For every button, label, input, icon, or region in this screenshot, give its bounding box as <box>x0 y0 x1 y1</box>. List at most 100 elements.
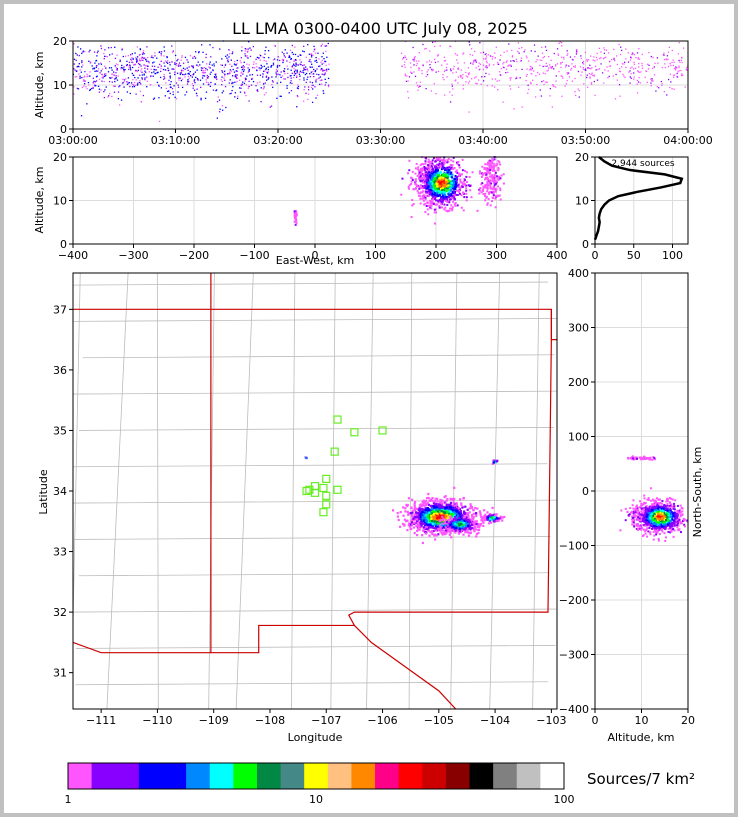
time-height-source <box>625 48 627 50</box>
ew-height-source <box>491 158 494 161</box>
time-height-source <box>638 48 640 50</box>
plan-view-source <box>445 499 448 502</box>
ew-height-source <box>455 193 458 196</box>
ew-height-source <box>431 181 434 184</box>
time-height-source <box>650 82 652 84</box>
time-height-source <box>96 65 98 67</box>
time-height-source <box>314 86 316 88</box>
ew-height-source <box>447 157 450 160</box>
ew-height-source <box>440 168 443 171</box>
time-height-source <box>255 85 257 87</box>
time-height-source <box>233 71 236 73</box>
time-height-source <box>174 71 176 74</box>
time-height-source <box>611 58 613 61</box>
ew-height-source <box>432 202 435 205</box>
plan-view-source <box>449 498 453 501</box>
time-height-source <box>129 85 131 88</box>
plan-view-source <box>411 509 414 512</box>
time-height-source <box>281 75 284 77</box>
time-height-source <box>218 111 221 113</box>
time-height-source <box>118 104 121 106</box>
time-height-source <box>171 61 173 63</box>
time-height-source <box>406 75 408 77</box>
time-height-xtick-label: 03:40:00 <box>458 134 507 147</box>
plan-view-source <box>448 530 451 533</box>
time-height-source <box>73 68 75 70</box>
time-height-source <box>497 63 500 66</box>
ew-height-source <box>449 190 452 193</box>
time-height-source <box>163 50 166 52</box>
time-height-source <box>134 52 136 54</box>
time-height-source <box>123 66 125 68</box>
plan-view-source <box>420 505 424 508</box>
time-height-source <box>405 80 408 83</box>
time-height-source <box>127 54 129 57</box>
plan-view-source <box>424 527 427 531</box>
time-height-source <box>188 66 190 68</box>
time-height-source <box>418 85 420 87</box>
time-height-source <box>434 41 436 43</box>
county-line <box>450 273 458 709</box>
plan-view-source <box>495 519 498 522</box>
time-height-source <box>191 82 194 85</box>
time-height-source <box>311 101 314 104</box>
plan-view-source <box>397 518 400 522</box>
plan-view-source <box>441 521 444 524</box>
time-height-source <box>263 94 266 96</box>
plan-view-source <box>430 507 433 511</box>
time-height-source <box>678 42 680 44</box>
time-height-source <box>76 66 78 68</box>
time-height-source <box>209 85 211 88</box>
ew-height-source <box>448 209 451 212</box>
time-height-source <box>147 56 149 59</box>
plan-view-source <box>441 522 444 525</box>
time-height-source <box>552 83 554 86</box>
ew-height-source <box>414 178 417 181</box>
time-height-source <box>144 78 146 81</box>
plan-view-xtick-label: −105 <box>424 714 454 727</box>
ew-height-source <box>460 206 463 209</box>
time-height-xtick-label: 03:30:00 <box>356 134 405 147</box>
ew-height-source <box>424 182 427 185</box>
time-height-source <box>126 83 129 85</box>
plan-view-source <box>425 520 428 523</box>
county-line <box>73 281 548 286</box>
time-height-source <box>176 65 178 67</box>
ew-height-source <box>448 182 451 185</box>
time-height-source <box>555 75 557 77</box>
plan-view-source <box>454 526 457 530</box>
time-height-source <box>187 75 190 77</box>
time-height-source <box>169 72 171 74</box>
ew-height-source <box>425 174 428 177</box>
plan-view-source <box>448 527 451 530</box>
time-height-source <box>666 59 668 61</box>
ns-altitude-source <box>680 522 683 525</box>
time-height-source <box>199 79 202 81</box>
time-height-source <box>558 42 560 45</box>
plan-view-source <box>470 518 473 521</box>
ew-height-source <box>441 178 444 181</box>
time-height-source <box>318 74 320 76</box>
time-height-source <box>487 54 490 56</box>
ew-height-source <box>438 181 441 184</box>
lma-station-marker <box>330 447 339 456</box>
time-height-source <box>425 75 427 78</box>
plan-view-source <box>444 495 447 498</box>
time-height-source <box>248 41 250 43</box>
ew-height-source <box>437 173 440 176</box>
time-height-source <box>475 61 477 63</box>
ew-height-source <box>497 169 500 172</box>
time-height-source <box>311 73 313 75</box>
time-height-source <box>169 86 172 88</box>
ew-height-source <box>446 200 449 203</box>
plan-view-source <box>458 530 462 533</box>
county-line <box>106 273 129 709</box>
ew-height-source <box>481 182 484 185</box>
time-height-source <box>661 82 663 85</box>
ew-height-source <box>456 189 459 192</box>
time-height-source <box>678 59 680 62</box>
time-height-source <box>475 59 477 61</box>
time-height-source <box>105 67 107 69</box>
time-height-source <box>105 86 107 88</box>
